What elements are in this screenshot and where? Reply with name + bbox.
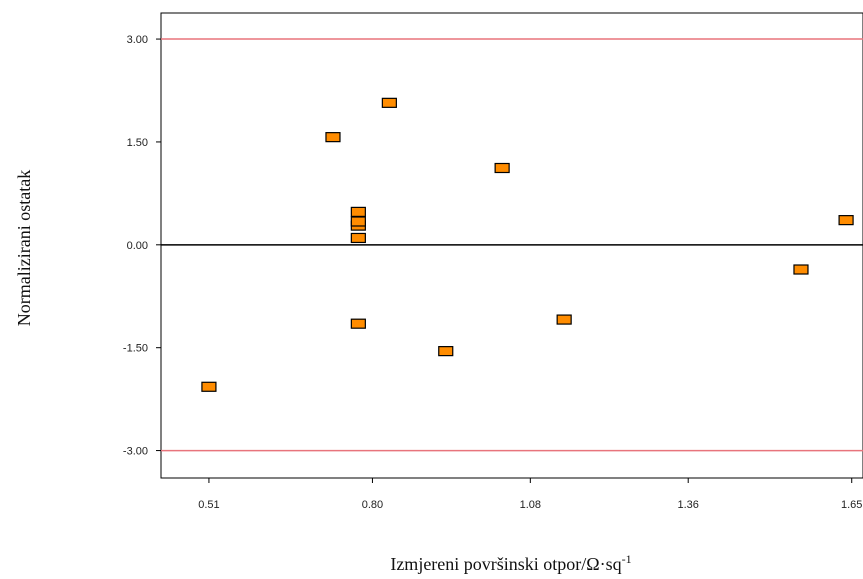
data-point — [350, 318, 366, 329]
y-tick-label: -1.50 — [123, 343, 148, 355]
x-tick-label: 1.08 — [520, 499, 541, 511]
x-tick-label: 0.51 — [198, 499, 219, 511]
data-point — [494, 162, 510, 174]
x-axis-ticks: 0.51 0.80 1.08 1.36 1.65 — [198, 478, 862, 511]
data-point — [350, 216, 366, 227]
data-points — [201, 97, 854, 392]
data-point — [350, 232, 366, 244]
x-tick-label: 1.65 — [841, 499, 862, 511]
x-axis-title-main: Izmjereni površinski otpor/Ω·sq — [390, 554, 621, 574]
data-point — [350, 206, 366, 217]
y-tick-label: 1.50 — [127, 137, 148, 149]
data-point — [838, 215, 854, 226]
y-tick-label: 3.00 — [127, 34, 148, 46]
y-axis-ticks: 3.00 1.50 0.00 -1.50 -3.00 — [123, 34, 161, 458]
data-point — [793, 264, 809, 275]
data-point — [381, 97, 397, 108]
y-tick-label: -3.00 — [123, 446, 148, 458]
x-axis-title-superscript: -1 — [622, 552, 632, 566]
data-point — [556, 314, 572, 325]
reference-lines — [161, 38, 863, 452]
data-point — [325, 132, 341, 143]
x-tick-label: 0.80 — [362, 499, 383, 511]
x-axis-title: Izmjereni površinski otpor/Ω·sq-1 — [390, 552, 631, 574]
data-point — [438, 346, 454, 357]
x-tick-label: 1.36 — [677, 499, 698, 511]
y-tick-label: 0.00 — [127, 240, 148, 252]
data-point — [201, 381, 217, 392]
y-axis-title: Normalizirani ostatak — [14, 170, 34, 326]
